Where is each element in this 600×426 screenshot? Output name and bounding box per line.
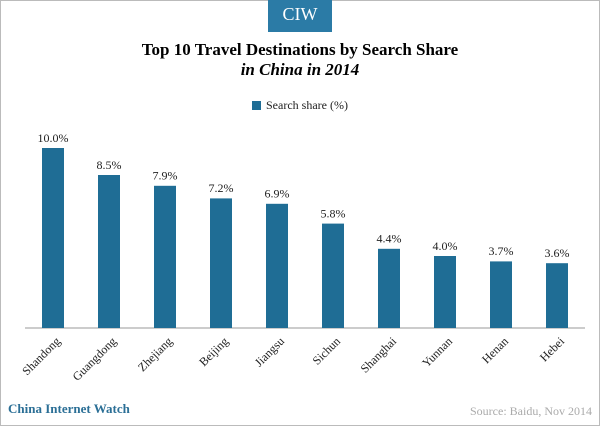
value-label: 6.9% — [265, 187, 290, 201]
logo-box — [268, 0, 332, 32]
chart-title: Top 10 Travel Destinations by Search Sha… — [142, 40, 459, 59]
value-label: 7.9% — [153, 169, 178, 183]
value-label: 3.6% — [545, 246, 570, 260]
bar — [490, 261, 512, 328]
logo: CIW — [283, 4, 318, 24]
bar — [98, 175, 120, 328]
value-label: 5.8% — [321, 206, 346, 220]
value-label: 3.7% — [489, 244, 514, 258]
bar — [154, 185, 176, 328]
value-label: 4.0% — [433, 239, 458, 253]
bar — [42, 148, 64, 328]
bar — [210, 198, 232, 328]
chart-subtitle: in China in 2014 — [241, 60, 360, 79]
bar — [322, 223, 344, 328]
value-label: 8.5% — [97, 158, 122, 172]
value-label: 7.2% — [209, 181, 234, 195]
legend-label: Search share (%) — [266, 98, 348, 112]
value-label: 4.4% — [377, 232, 402, 246]
bar — [434, 256, 456, 328]
bar — [546, 263, 568, 328]
value-label: 10.0% — [38, 131, 69, 145]
legend-swatch — [252, 101, 261, 110]
brand: China Internet Watch — [8, 401, 131, 416]
bar — [378, 248, 400, 328]
source: Source: Baidu, Nov 2014 — [470, 404, 592, 418]
bar — [266, 203, 288, 328]
